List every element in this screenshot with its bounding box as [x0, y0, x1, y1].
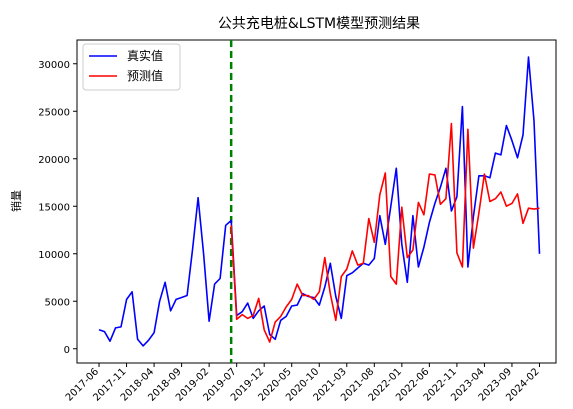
y-tick-label: 25000: [38, 107, 70, 118]
series-line-actual: [98, 56, 541, 347]
plot-frame: [76, 39, 557, 364]
y-axis-label: 销量: [9, 190, 23, 212]
legend-label-actual: 真实值: [127, 48, 163, 63]
y-tick-label: 20000: [38, 155, 70, 166]
y-tick-label: 5000: [45, 297, 70, 308]
y-tick-label: 15000: [38, 202, 70, 213]
y-tick-label: 30000: [38, 60, 70, 71]
series-line-predicted: [230, 122, 540, 343]
chart-title: 公共充电桩&LSTM模型预测结果: [218, 15, 420, 32]
x-axis: 2017-062017-112018-042018-092019-022019-…: [64, 363, 542, 404]
legend: 真实值 预测值: [82, 43, 181, 91]
y-tick-label: 10000: [38, 250, 70, 261]
y-tick-label: 0: [64, 345, 70, 356]
series-group: [98, 56, 541, 347]
y-axis: 0 5000 10000 15000 20000 25000 30000: [38, 60, 77, 356]
legend-label-predicted: 预测值: [127, 68, 163, 83]
